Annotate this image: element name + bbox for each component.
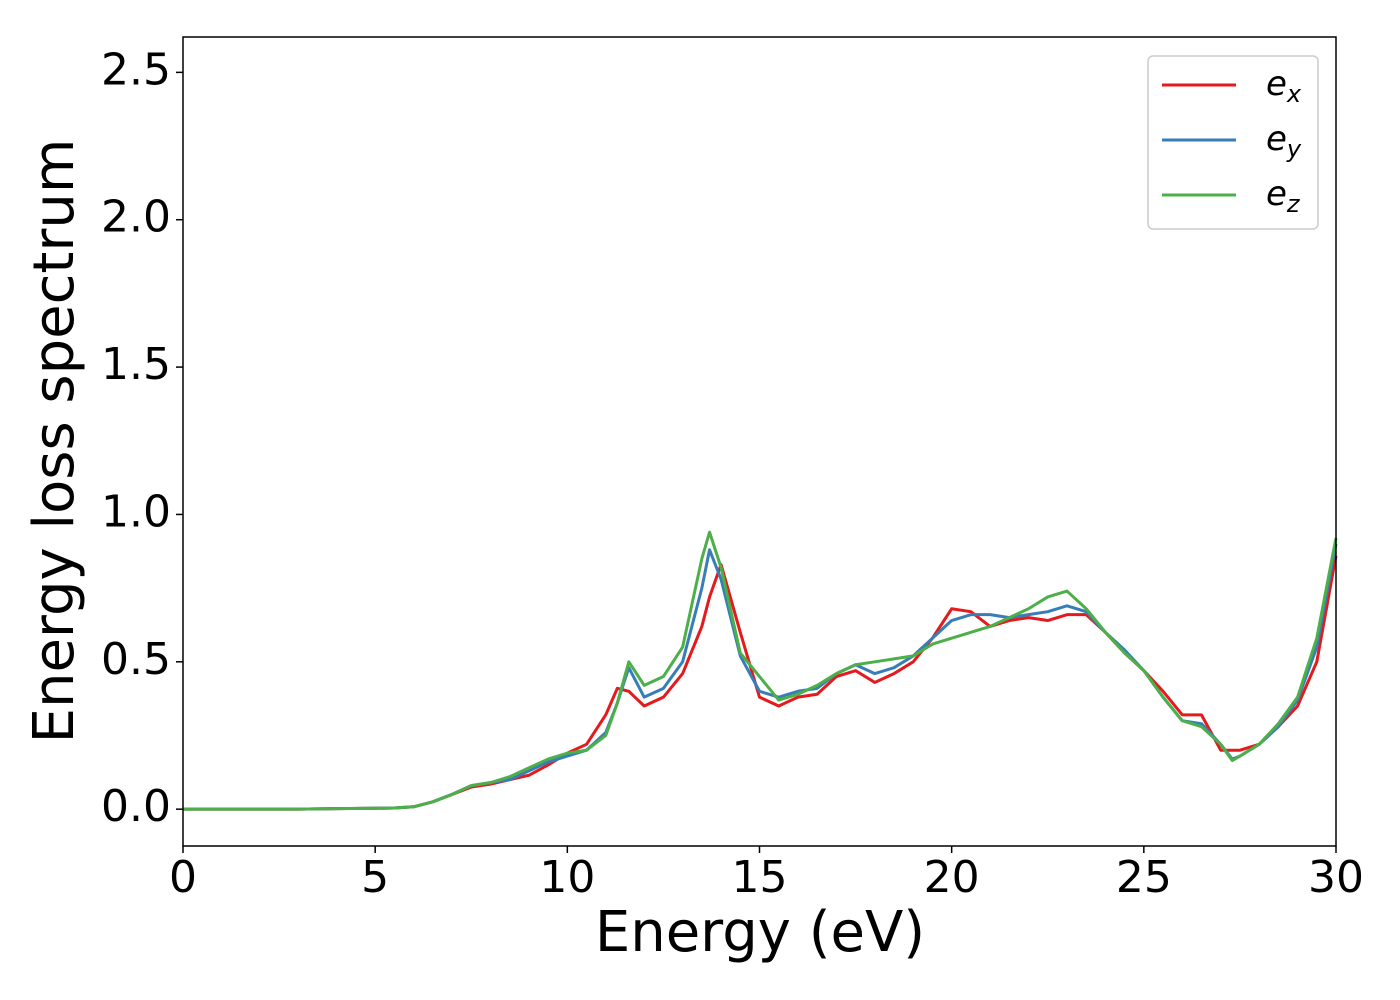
legend-label-sub: y: [1286, 135, 1302, 163]
y-axis-label: Energy loss spectrum: [22, 139, 87, 744]
y-tick-label: 2.5: [101, 44, 171, 95]
legend-label: ey: [1266, 119, 1302, 164]
plot-frame: [182, 36, 1337, 847]
legend-label-main: e: [1266, 64, 1287, 104]
legend-box: [1147, 55, 1319, 230]
x-tick-label: 0: [169, 852, 197, 903]
legend-label: ex: [1266, 64, 1302, 109]
x-tick-label: 10: [539, 852, 595, 903]
x-tick-label: 15: [732, 852, 788, 903]
series-line: [183, 530, 1338, 811]
legend-label-main: e: [1266, 119, 1287, 159]
x-tick-label: 5: [361, 852, 389, 903]
y-tick-label: 0.0: [101, 781, 171, 832]
y-tick-label: 2.0: [101, 192, 171, 243]
legend-label: ez: [1266, 174, 1301, 219]
x-axis-label: Energy (eV): [595, 900, 925, 965]
legend-label-main: e: [1266, 174, 1287, 214]
legend-label-sub: z: [1286, 190, 1301, 218]
x-tick-label: 25: [1116, 852, 1172, 903]
y-tick-label: 1.5: [101, 339, 171, 390]
series-line: [183, 555, 1338, 811]
x-tick-label: 30: [1308, 852, 1364, 903]
x-tick-label: 20: [924, 852, 980, 903]
y-tick-label: 1.0: [101, 486, 171, 537]
y-tick-label: 0.5: [101, 634, 171, 685]
legend-label-sub: x: [1286, 80, 1302, 108]
